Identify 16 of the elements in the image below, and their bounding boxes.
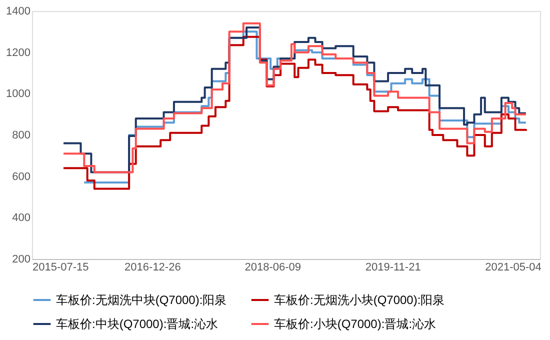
x-tick-label: 2015-07-15	[32, 262, 89, 274]
legend-label: 车板价:小块(Q7000):晋城:沁水	[274, 317, 436, 331]
y-tick-label: 200	[12, 254, 30, 266]
x-tick-label: 2018-06-09	[244, 262, 302, 274]
x-tick-label: 2021-05-04	[485, 262, 542, 274]
y-tick-label: 800	[12, 130, 30, 142]
x-tick-label: 2016-12-26	[124, 262, 181, 274]
y-tick-label: 1000	[6, 88, 30, 100]
legend-label: 车板价:无烟洗中块(Q7000):阳泉	[56, 293, 227, 307]
y-tick-label: 600	[12, 170, 30, 183]
x-tick-label: 2019-11-21	[365, 262, 421, 274]
y-tick-label: 1200	[6, 46, 30, 59]
y-tick-label: 400	[12, 212, 30, 224]
y-tick-label: 1400	[6, 6, 30, 18]
legend-label: 车板价:无烟洗小块(Q7000):阳泉	[274, 293, 445, 307]
legend-label: 车板价:中块(Q7000):晋城:沁水	[56, 317, 218, 331]
